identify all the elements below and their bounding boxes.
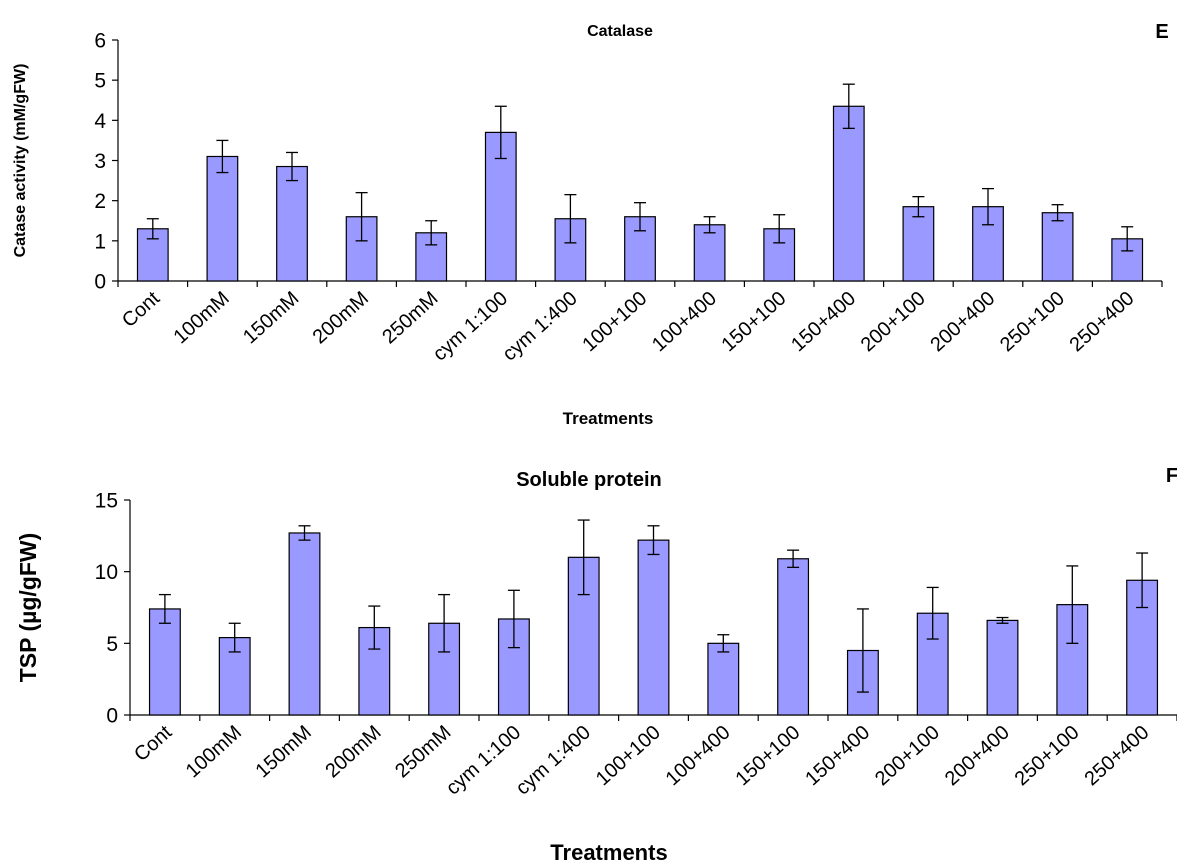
bar-200-400 — [986, 619, 1019, 716]
y-axis-label: Catase activity (mM/gFW) — [12, 64, 29, 258]
x-category-label: 150mM — [239, 287, 303, 348]
x-category-label: cym 1:100 — [442, 721, 525, 799]
x-category-label: cym 1:400 — [512, 721, 595, 799]
y-tick-label: 5 — [106, 633, 118, 656]
y-tick-label: 3 — [94, 150, 106, 173]
soluble-protein-chart: Soluble protein F 0 5 10 15 Cont 100mM 150mM 200m… — [15, 465, 1177, 865]
bar-150-400 — [832, 105, 865, 282]
bar-100-100 — [637, 539, 670, 716]
x-category-label: cym 1:100 — [429, 287, 512, 365]
x-category-label: 100+400 — [648, 287, 721, 356]
bar-150mm — [276, 165, 308, 282]
bar-250-100 — [1041, 212, 1074, 282]
y-tick-label: 10 — [95, 561, 118, 584]
x-category-label: 150mM — [252, 721, 316, 782]
y-axis-label: TSP (µg/gFW) — [15, 533, 41, 683]
x-category-label: 200mM — [321, 721, 385, 782]
bar-cont — [148, 608, 181, 716]
x-category-label: 250+400 — [1066, 287, 1139, 356]
x-category-label: 200+400 — [926, 287, 999, 356]
bar-100mm — [206, 155, 239, 282]
x-category-label: 100+100 — [592, 721, 665, 790]
bar-200-100 — [916, 612, 949, 716]
x-category-label: 250+100 — [1011, 721, 1084, 790]
x-category-label: 150+100 — [731, 721, 804, 790]
x-axis-label: Treatments — [550, 840, 667, 865]
x-category-label: Cont — [130, 721, 176, 766]
x-category-label: 100+400 — [662, 721, 735, 790]
panel-label: F — [1166, 465, 1177, 487]
x-category-label: 150+400 — [801, 721, 874, 790]
x-category-label: 100+100 — [578, 287, 651, 356]
bar-100-400 — [693, 224, 726, 282]
x-category-label: 200mM — [309, 287, 373, 348]
y-tick-label: 15 — [95, 490, 118, 513]
x-category-label: 250+100 — [996, 287, 1069, 356]
x-category-label: 200+100 — [871, 721, 944, 790]
x-category-label: 200+400 — [941, 721, 1014, 790]
y-tick-label: 1 — [94, 230, 106, 253]
bar-150mm — [288, 532, 321, 716]
y-tick-label: 0 — [106, 705, 118, 728]
y-tick-label: 2 — [94, 190, 106, 213]
x-category-label: 150+400 — [787, 287, 860, 356]
x-category-label: 100mM — [182, 721, 246, 782]
bar-cym-1-100 — [497, 618, 530, 716]
panel-label: E — [1155, 21, 1168, 43]
y-tick-label: 4 — [94, 110, 106, 133]
bar-100-400 — [707, 642, 740, 716]
x-category-label: 150+100 — [718, 287, 791, 356]
catalase-chart: Catalase E 0 1 2 3 4 5 6 Cont 100mM 150mM 200mM 250mM… — [12, 21, 1169, 428]
y-tick-label: 5 — [94, 70, 106, 93]
x-category-label: Cont — [118, 287, 164, 332]
bar-200-100 — [902, 206, 935, 282]
chart-title: Soluble protein — [516, 469, 662, 491]
y-tick-label: 6 — [94, 30, 106, 53]
x-category-label: 250mM — [378, 287, 442, 348]
bar-150-100 — [777, 558, 810, 716]
x-category-label: 200+100 — [857, 287, 930, 356]
x-axis-label: Treatments — [563, 409, 654, 428]
x-category-label: cym 1:400 — [498, 287, 581, 365]
x-category-label: 250+400 — [1080, 721, 1153, 790]
x-category-label: 100mM — [169, 287, 233, 348]
chart-title: Catalase — [587, 23, 653, 40]
y-tick-label: 0 — [94, 271, 106, 294]
x-category-label: 250mM — [391, 721, 455, 782]
